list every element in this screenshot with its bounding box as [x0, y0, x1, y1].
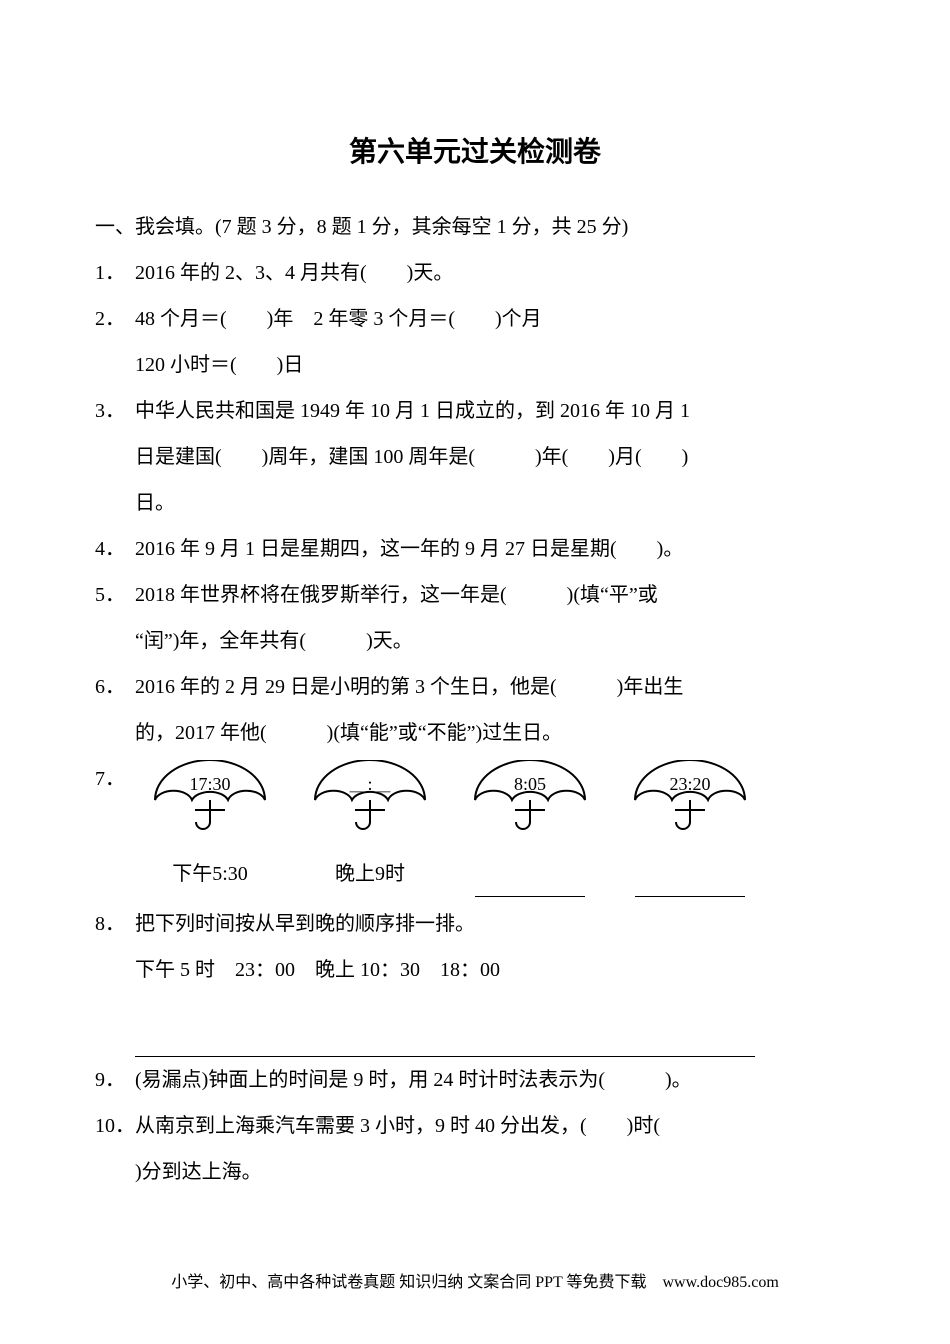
umbrella-time-label: ＿:＿ — [349, 774, 390, 794]
q8-number: 8． — [95, 901, 135, 1057]
umbrella-time-label: 8:05 — [514, 774, 546, 794]
blank-line — [475, 874, 585, 897]
umbrella-bottom-label: 晚上9时 — [305, 851, 435, 897]
umbrella-item: ＿:＿ 晚上9时 — [305, 760, 435, 897]
q3-number: 3． — [95, 388, 135, 526]
page-footer: 小学、初中、高中各种试卷真题 知识归纳 文案合同 PPT 等免费下载 www.d… — [0, 1268, 950, 1292]
question-10: 10． 从南京到上海乘汽车需要 3 小时，9 时 40 分出发，( )时( )分… — [95, 1103, 855, 1195]
question-2: 2． 48 个月＝( )年 2 年零 3 个月＝( )个月 120 小时＝( )… — [95, 296, 855, 388]
q2-number: 2． — [95, 296, 135, 388]
question-6: 6． 2016 年的 2 月 29 日是小明的第 3 个生日，他是( )年出生 … — [95, 664, 855, 756]
q6-number: 6． — [95, 664, 135, 756]
q8-answer-line — [135, 1011, 855, 1057]
umbrella-time-label: 23:20 — [669, 774, 710, 794]
umbrella-icon: 17:30 — [145, 760, 275, 832]
question-8: 8． 把下列时间按从早到晚的顺序排一排。 下午 5 时 23：00 晚上 10：… — [95, 901, 855, 1057]
question-1: 1． 2016 年的 2、3、4 月共有( )天。 — [95, 250, 855, 296]
question-7: 7． 17:30 下午5:30 ＿:＿ 晚上9时 8:05 23:20 — [95, 756, 855, 901]
umbrella-bottom-label — [465, 851, 595, 897]
umbrella-bottom-label — [625, 851, 755, 897]
q4-body: 2016 年 9 月 1 日是星期四，这一年的 9 月 27 日是星期( )。 — [135, 526, 855, 572]
blank-line — [635, 874, 745, 897]
q6-line-a: 2016 年的 2 月 29 日是小明的第 3 个生日，他是( )年出生 — [135, 664, 855, 710]
question-4: 4． 2016 年 9 月 1 日是星期四，这一年的 9 月 27 日是星期( … — [95, 526, 855, 572]
q5-line-a: 2018 年世界杯将在俄罗斯举行，这一年是( )(填“平”或 — [135, 572, 855, 618]
page: 第六单元过关检测卷 一、我会填。(7 题 3 分，8 题 1 分，其余每空 1 … — [0, 0, 950, 1344]
q10-line-b: )分到达上海。 — [135, 1149, 855, 1195]
question-3: 3． 中华人民共和国是 1949 年 10 月 1 日成立的，到 2016 年 … — [95, 388, 855, 526]
umbrella-row: 17:30 下午5:30 ＿:＿ 晚上9时 8:05 23:20 — [135, 760, 855, 897]
q3-line-b: 日是建国( )周年，建国 100 周年是( )年( )月( ) — [135, 434, 855, 480]
umbrella-icon: 23:20 — [625, 760, 755, 832]
q2-line-a: 48 个月＝( )年 2 年零 3 个月＝( )个月 — [135, 296, 855, 342]
umbrella-time-label: 17:30 — [189, 774, 230, 794]
q4-number: 4． — [95, 526, 135, 572]
q3-line-a: 中华人民共和国是 1949 年 10 月 1 日成立的，到 2016 年 10 … — [135, 388, 855, 434]
umbrella-bottom-label: 下午5:30 — [145, 851, 275, 897]
q9-body: (易漏点)钟面上的时间是 9 时，用 24 时计时法表示为( )。 — [135, 1057, 855, 1103]
umbrella-icon: 8:05 — [465, 760, 595, 832]
q9-number: 9． — [95, 1057, 135, 1103]
umbrella-item: 23:20 — [625, 760, 755, 897]
question-5: 5． 2018 年世界杯将在俄罗斯举行，这一年是( )(填“平”或 “闰”)年，… — [95, 572, 855, 664]
section-heading: 一、我会填。(7 题 3 分，8 题 1 分，其余每空 1 分，共 25 分) — [95, 204, 855, 250]
umbrella-icon: ＿:＿ — [305, 760, 435, 832]
page-title: 第六单元过关检测卷 — [95, 130, 855, 170]
q1-number: 1． — [95, 250, 135, 296]
q3-line-c: 日。 — [135, 480, 855, 526]
umbrella-item: 17:30 下午5:30 — [145, 760, 275, 897]
q5-number: 5． — [95, 572, 135, 664]
q1-body: 2016 年的 2、3、4 月共有( )天。 — [135, 250, 855, 296]
q8-line-b: 下午 5 时 23：00 晚上 10：30 18：00 — [135, 947, 855, 993]
umbrella-item: 8:05 — [465, 760, 595, 897]
q2-line-b: 120 小时＝( )日 — [135, 342, 855, 388]
q7-number: 7． — [95, 756, 135, 901]
q6-line-b: 的，2017 年他( )(填“能”或“不能”)过生日。 — [135, 710, 855, 756]
q5-line-b: “闰”)年，全年共有( )天。 — [135, 618, 855, 664]
q10-number: 10． — [95, 1103, 135, 1195]
question-9: 9． (易漏点)钟面上的时间是 9 时，用 24 时计时法表示为( )。 — [95, 1057, 855, 1103]
q10-line-a: 从南京到上海乘汽车需要 3 小时，9 时 40 分出发，( )时( — [135, 1103, 855, 1149]
q8-line-a: 把下列时间按从早到晚的顺序排一排。 — [135, 901, 855, 947]
